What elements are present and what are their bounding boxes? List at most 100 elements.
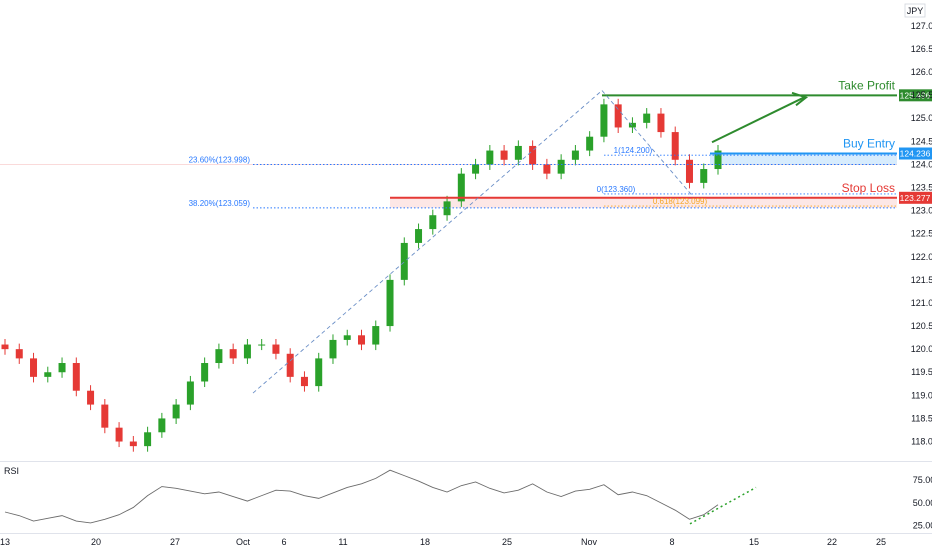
rsi-tick-label: 50.00: [913, 498, 932, 508]
date-tick-label: 11: [338, 537, 347, 547]
candle-body: [315, 358, 323, 387]
date-tick-label: 25: [502, 537, 512, 547]
fib-swing-2: [601, 90, 693, 196]
fib-label: 1(124.200): [614, 146, 653, 155]
trade-level-label: Take Profit: [838, 78, 895, 92]
candle-body: [643, 113, 651, 123]
candle-body: [30, 358, 38, 377]
candle-body: [586, 136, 594, 151]
candle-body: [343, 335, 351, 340]
date-tick-label: 8: [669, 537, 674, 547]
candle-body: [286, 353, 294, 377]
candle-body: [115, 427, 123, 442]
rsi-band: [0, 480, 897, 526]
rsi-line: [4, 469, 719, 524]
fib-label: 38.20%(123.059): [189, 199, 251, 208]
price-tick-label: 118.000: [911, 437, 932, 447]
price-tick-label: 125.500: [911, 90, 932, 100]
candle-body: [358, 335, 365, 345]
price-tag-text: 125.496: [900, 90, 931, 100]
date-tick-label: 27: [170, 537, 180, 547]
candle-body: [386, 279, 394, 327]
price-tag-text: 123.277: [900, 193, 931, 203]
trade-zones: [390, 153, 897, 208]
candlestick-series: [1, 98, 722, 452]
axes: 118.000 118.500 119.000 119.500 120.000 120.5…: [0, 21, 932, 547]
price-tick-label: 118.500: [911, 413, 932, 423]
date-tick-label: Oct: [236, 537, 251, 547]
trade-level-label: Buy Entry: [843, 137, 895, 151]
candle-body: [243, 344, 251, 359]
candle-body: [500, 150, 508, 160]
currency-badge: JPY: [907, 6, 924, 16]
date-tick-label: 20: [91, 537, 101, 547]
candle-body: [172, 404, 180, 419]
price-tick-label: 120.000: [911, 344, 932, 354]
date-tick-label: 22: [827, 537, 837, 547]
candle-body: [129, 441, 137, 447]
candle-body: [486, 150, 494, 165]
candle-body: [514, 145, 522, 160]
fibonacci-labels: 23.60%(123.998) 38.20%(123.059) 1(124.200)…: [189, 90, 897, 394]
price-tick-label: 120.500: [911, 321, 932, 331]
candle-body: [657, 113, 665, 133]
candle-body: [158, 418, 166, 433]
price-tick-label: 125.000: [911, 113, 932, 123]
buy-entry-zone: [710, 153, 897, 165]
price-tick-label: 123.500: [911, 183, 932, 193]
candle-body: [372, 326, 380, 345]
rsi-pane: [0, 469, 897, 526]
candle-body: [1, 344, 9, 350]
candle-body: [429, 215, 437, 230]
candle-body: [272, 344, 280, 354]
date-tick-label: Nov: [581, 537, 598, 547]
candle-body: [685, 159, 693, 183]
price-tick-label: 119.000: [911, 390, 932, 400]
candle-body: [700, 169, 708, 183]
candle-body: [571, 150, 579, 160]
price-tick-label: 126.000: [911, 67, 932, 77]
candle-body: [215, 349, 223, 364]
projection-arrow-head: [791, 91, 809, 107]
candle-body: [400, 242, 408, 280]
fib-label: 23.60%(123.998): [189, 156, 251, 165]
candle-body: [300, 376, 308, 387]
price-tick-label: 121.500: [911, 275, 932, 285]
date-tick-label: 25: [876, 537, 886, 547]
candle-body: [443, 201, 451, 216]
price-tick-label: 124.000: [911, 159, 932, 169]
rsi-tick-label: 25.00: [913, 521, 932, 531]
price-tick-label: 126.500: [911, 44, 932, 54]
date-tick-label: 6: [281, 537, 286, 547]
candle-body: [58, 363, 66, 373]
candle-body: [457, 173, 465, 202]
candle-body: [258, 344, 266, 346]
candle-body: [72, 363, 80, 391]
candle-body: [201, 363, 209, 382]
price-tag: [899, 147, 932, 160]
candle-body: [671, 132, 679, 160]
candle-body: [628, 122, 636, 128]
price-tick-label: 121.000: [911, 298, 932, 308]
date-tick-label: 15: [749, 537, 759, 547]
trade-level-label: Stop Loss: [842, 181, 895, 195]
candle-body: [415, 229, 423, 243]
candle-body: [714, 150, 722, 170]
candle-body: [144, 432, 152, 447]
rsi-label: RSI: [4, 466, 19, 476]
candle-body: [472, 164, 480, 174]
price-tick-label: 119.500: [911, 367, 932, 377]
stop-loss-zone: [390, 197, 897, 208]
candle-body: [329, 339, 337, 359]
price-tick-label: 122.500: [911, 229, 932, 239]
trade-levels: Take Profit 125.496 Buy Entry 124.236 Stop L…: [390, 78, 932, 204]
candle-body: [44, 372, 52, 377]
date-tick-label: 13: [0, 537, 10, 547]
candle-body: [15, 349, 23, 359]
fib-label: 0.618(123.099): [653, 197, 708, 206]
price-tick-label: 122.000: [911, 252, 932, 262]
candle-body: [557, 159, 565, 174]
projection-arrow-line: [711, 96, 805, 144]
price-tick-label: 124.500: [911, 136, 932, 146]
